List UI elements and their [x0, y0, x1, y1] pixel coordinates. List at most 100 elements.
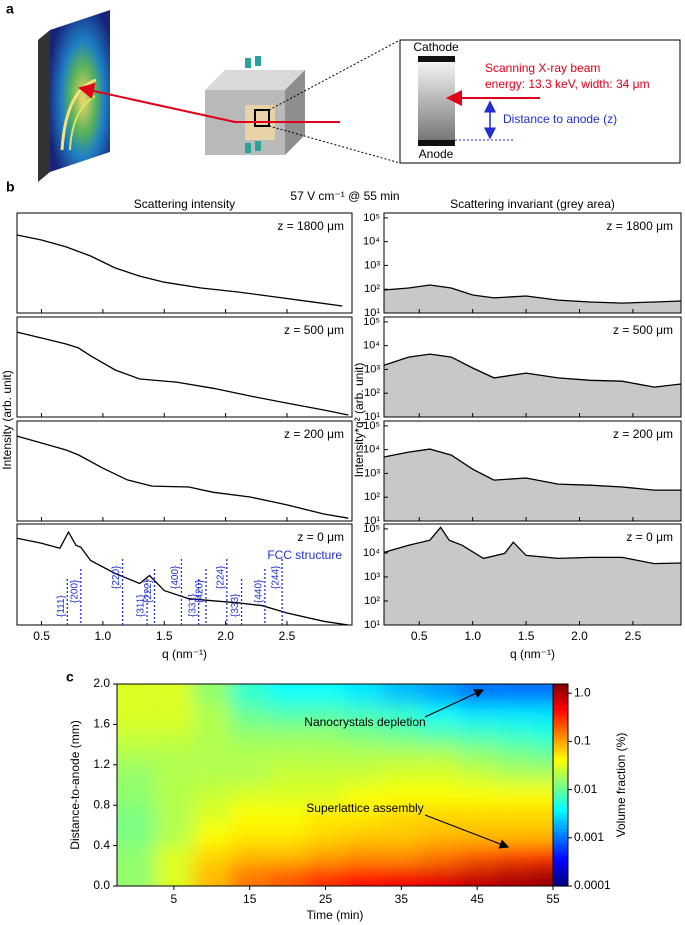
- heatmap-cell: [382, 764, 421, 785]
- colorbar-swatch: [553, 869, 568, 874]
- heatmap-cell: [154, 764, 193, 785]
- heatmap-cell: [496, 825, 535, 846]
- panel-label: z = 0 μm: [297, 530, 344, 544]
- plot-frame: [383, 420, 682, 522]
- heatmap-cell: [344, 684, 383, 705]
- heatmap-cell: [192, 805, 231, 826]
- reflection-label: {200}: [69, 579, 80, 603]
- colorbar-swatch: [553, 815, 568, 820]
- line: [16, 530, 349, 626]
- y-tick-label: 10³: [364, 571, 380, 583]
- heatmap-cell: [230, 724, 269, 745]
- colorbar-swatch: [553, 694, 568, 699]
- y-tick-label: 10⁴: [363, 340, 380, 352]
- heatmap-cell: [496, 744, 535, 765]
- heatmap-cell: [534, 764, 553, 785]
- colorbar-swatch: [553, 875, 568, 880]
- heatmap-cell: [230, 704, 269, 725]
- colorbar-swatch: [553, 835, 568, 840]
- heatmap-cell: [534, 785, 553, 806]
- colorbar-swatch: [553, 862, 568, 867]
- heatmap-cell: [496, 785, 535, 806]
- heatmap-cell: [382, 704, 421, 725]
- heatmap-cell: [306, 865, 345, 886]
- line: [16, 234, 343, 307]
- heatmap-clip: [117, 684, 553, 886]
- colorbar-swatch: [553, 879, 568, 884]
- heatmap-cell: [154, 684, 193, 705]
- reflection-label: {440}: [254, 579, 265, 603]
- colorbar-swatch: [553, 865, 568, 870]
- heatmap-cell: [534, 704, 553, 725]
- colorbar-swatch: [553, 781, 568, 786]
- colorbar-swatch: [553, 855, 568, 860]
- heatmap-cell: [230, 744, 269, 765]
- annotation-arrow: [424, 814, 510, 849]
- heatmap-cell: [534, 845, 553, 866]
- heatmap-cell: [306, 805, 345, 826]
- y-tick-label: 10¹: [364, 307, 380, 319]
- heatmap-cell: [496, 764, 535, 785]
- cathode-label: Cathode: [413, 40, 459, 54]
- heatmap-cell: [117, 785, 155, 806]
- colorbar-swatch: [553, 710, 568, 715]
- colorbar-swatch: [553, 754, 568, 759]
- colorbar-swatch: [553, 872, 568, 877]
- colorbar-swatch: [553, 801, 568, 806]
- header: 57 V cm⁻¹ @ 55 min: [290, 189, 399, 203]
- colorbar-swatch: [553, 805, 568, 810]
- colorbar-swatch: [553, 845, 568, 850]
- reflection-label: {224}: [215, 565, 226, 589]
- colorbar-swatch: [553, 717, 568, 722]
- colorbar-swatch: [553, 684, 568, 688]
- plot-frame: [383, 212, 682, 314]
- heatmap-cell: [268, 764, 307, 785]
- colorbar-swatch: [553, 791, 568, 796]
- heatmap-cell: [420, 744, 459, 765]
- x-tick-label: 25: [319, 892, 333, 906]
- heatmap-cell: [306, 764, 345, 785]
- colorbar-swatch: [553, 734, 568, 739]
- heatmap-cell: [268, 825, 307, 846]
- heatmap-cell: [458, 865, 497, 886]
- heatmap-cell: [382, 724, 421, 745]
- line: [16, 435, 349, 519]
- heatmap-cell: [534, 684, 553, 705]
- heatmap-cell: [306, 684, 345, 705]
- reflection-label: {111}: [56, 594, 67, 617]
- colorbar-swatch: [553, 751, 568, 756]
- x-axis-label: q (nm⁻¹): [162, 647, 207, 661]
- x-tick-label: 2.0: [217, 629, 234, 643]
- y-tick-label: 10²: [364, 387, 380, 399]
- heatmap-cell: [306, 704, 345, 725]
- heatmap-cell: [154, 805, 193, 826]
- x-tick-label: 2.0: [571, 629, 588, 643]
- heatmap-cell: [192, 704, 231, 725]
- panel-label: z = 500 μm: [613, 323, 673, 337]
- heatmap-cell: [192, 744, 231, 765]
- heatmap-cell: [420, 825, 459, 846]
- line: [16, 331, 349, 416]
- colorbar-swatch: [553, 761, 568, 766]
- y-axis-label: Intensity (arb. unit): [0, 370, 14, 469]
- x-axis-label: Time (min): [307, 908, 364, 922]
- heatmap-cell: [382, 744, 421, 765]
- colorbar-swatch: [553, 852, 568, 857]
- x-tick-label: 5: [171, 892, 178, 906]
- heatmap-cell: [534, 865, 553, 886]
- heatmap-cell: [344, 845, 383, 866]
- y-tick-label: 10⁵: [363, 212, 380, 224]
- y-tick-label: 10³: [364, 363, 380, 375]
- colorbar-swatch: [553, 778, 568, 783]
- heatmap-cell: [230, 764, 269, 785]
- colorbar-swatch: [553, 764, 568, 769]
- colorbar-swatch: [553, 687, 568, 692]
- reflection-label: {333}: [230, 593, 241, 617]
- colorbar-swatch: [553, 828, 568, 833]
- y-tick-label: 0.0: [93, 878, 110, 892]
- heatmap-cell: [458, 845, 497, 866]
- heatmap-cell: [382, 825, 421, 846]
- colorbar-swatch: [553, 747, 568, 752]
- area-fill: [384, 354, 681, 417]
